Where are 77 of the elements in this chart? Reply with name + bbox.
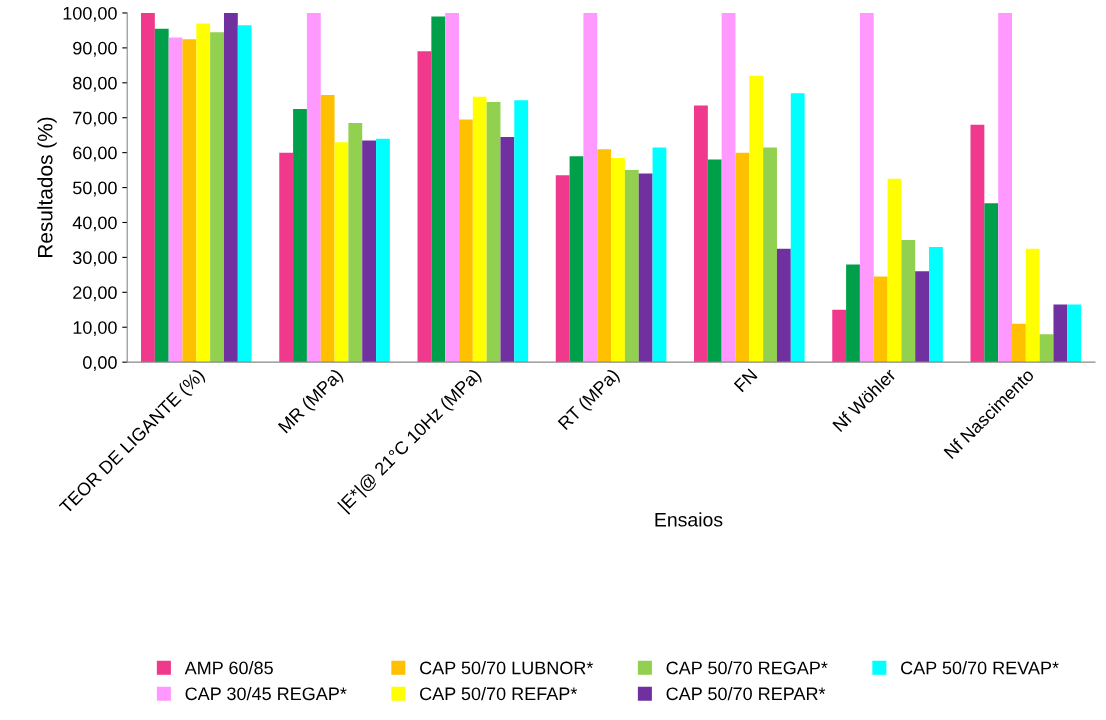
bar [611, 157, 625, 363]
bar [998, 12, 1012, 363]
bar [196, 23, 211, 363]
bar [887, 178, 902, 363]
bar [1067, 304, 1082, 363]
bar [223, 12, 238, 363]
y-axis-title: Resultados (%) [37, 117, 57, 258]
bar [348, 122, 363, 363]
bar [694, 105, 708, 363]
legend-label: CAP 50/70 LUBNOR* [420, 661, 594, 675]
bar [1011, 323, 1026, 363]
y-tick-label: 30,00 [72, 251, 117, 267]
bar [431, 16, 446, 363]
y-tick-label: 100,00 [63, 6, 117, 22]
bar [154, 28, 169, 363]
legend-label: CAP 50/70 REGAP* [666, 661, 828, 675]
bar [832, 309, 847, 363]
bar [417, 51, 432, 363]
bar [334, 142, 349, 363]
bar [306, 12, 321, 363]
bar [735, 152, 750, 363]
y-tick-label: 80,00 [73, 76, 117, 92]
bar [721, 12, 736, 363]
bar [624, 170, 639, 363]
bar [168, 37, 183, 363]
bar [776, 248, 791, 363]
bar [279, 152, 294, 363]
bar [970, 124, 985, 363]
bar [555, 175, 570, 363]
bar [458, 119, 473, 363]
bar [638, 173, 653, 363]
bar [514, 100, 529, 363]
bar [1053, 304, 1068, 363]
bar [859, 12, 874, 363]
bar [749, 75, 764, 363]
bar [320, 95, 335, 363]
bar [141, 12, 155, 363]
bar [500, 136, 515, 363]
legend-label: CAP 50/70 REFAP* [420, 686, 578, 701]
y-tick-label: 20,00 [73, 286, 117, 302]
legend-label: CAP 50/70 REVAP* [901, 661, 1059, 675]
bar [583, 12, 598, 363]
bar [445, 12, 459, 363]
bar [707, 159, 722, 363]
bar [237, 25, 252, 363]
bar [915, 271, 930, 363]
bar [376, 138, 390, 363]
bar [569, 156, 584, 363]
bar [846, 264, 860, 363]
x-tick-label: FN [733, 368, 758, 393]
y-tick-label: 50,00 [73, 181, 117, 197]
bar [929, 246, 943, 363]
bar [652, 147, 667, 363]
y-tick-label: 0,00 [83, 356, 117, 372]
x-axis-title: Ensaios [655, 512, 723, 527]
bar [472, 96, 487, 363]
bar [763, 147, 777, 363]
legend-label: AMP 60/85 [184, 661, 273, 675]
bar [790, 93, 805, 363]
y-tick-label: 90,00 [73, 41, 117, 57]
bar [873, 276, 888, 363]
bar [1039, 334, 1054, 363]
y-tick-label: 60,00 [73, 146, 117, 162]
y-tick-label: 70,00 [73, 111, 117, 127]
bar [293, 108, 307, 363]
bar [1025, 248, 1040, 363]
legend-label: CAP 30/45 REGAP* [185, 686, 347, 701]
bar [597, 149, 612, 363]
bar [182, 39, 197, 363]
y-tick-label: 40,00 [72, 216, 117, 232]
bar [984, 203, 999, 363]
legend-label: CAP 50/70 REPAR* [666, 686, 826, 701]
bar [362, 140, 377, 363]
bar [901, 239, 916, 363]
bar [210, 32, 224, 363]
bar [486, 102, 501, 363]
y-tick-label: 10,00 [73, 321, 117, 337]
